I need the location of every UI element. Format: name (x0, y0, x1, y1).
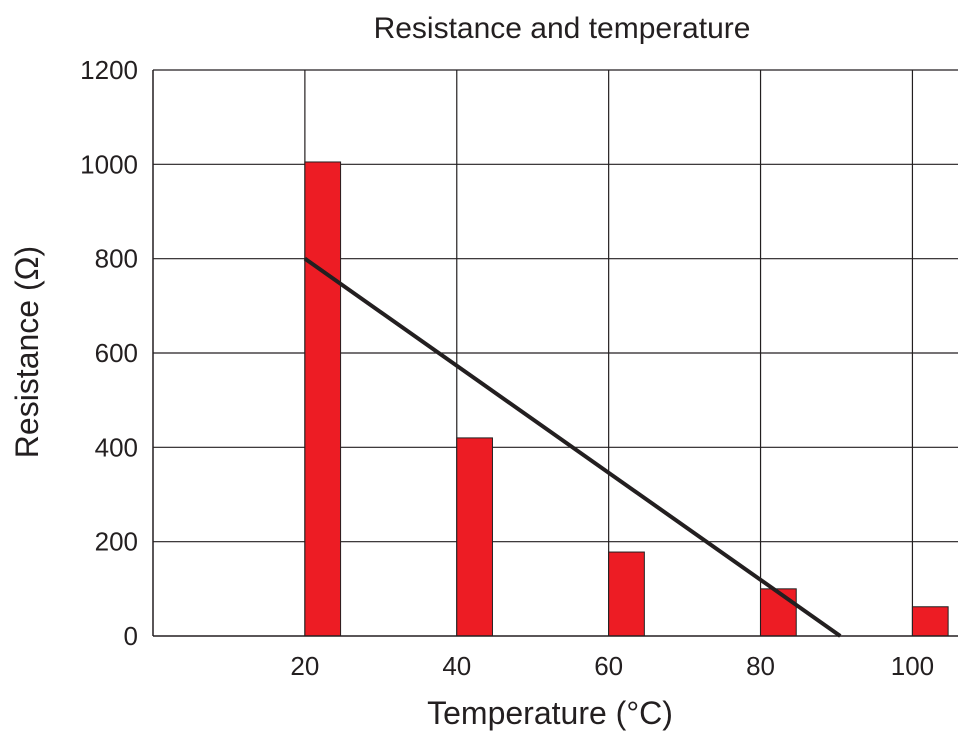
chart-title: Resistance and temperature (374, 12, 751, 45)
bar-100 (911, 606, 949, 637)
y-tick-label: 800 (95, 244, 138, 274)
bar-40 (456, 437, 493, 637)
x-tick-label: 100 (891, 651, 934, 681)
trendline-group (303, 257, 842, 638)
x-tick-label: 40 (442, 651, 471, 681)
y-tick-label: 1000 (80, 149, 138, 179)
y-tick-label: 400 (95, 432, 138, 462)
trendline (303, 257, 842, 638)
bar-20 (304, 161, 342, 637)
bar-series (304, 161, 949, 637)
y-tick-labels: 0 200 400 600 800 1000 1200 (80, 55, 138, 651)
x-tick-label: 80 (746, 651, 775, 681)
y-tick-label: 600 (95, 338, 138, 368)
bar-80 (760, 588, 797, 637)
x-tick-label: 20 (290, 651, 319, 681)
bar-60 (608, 551, 645, 637)
y-tick-label: 0 (124, 621, 138, 651)
grid-lines (153, 69, 958, 636)
y-tick-label: 1200 (80, 55, 138, 85)
axes (152, 70, 958, 637)
x-tick-labels: 20 40 60 80 100 (290, 651, 934, 681)
x-axis-title: Temperature (°C) (427, 695, 673, 731)
y-axis-title: Resistance (Ω) (9, 246, 45, 458)
x-tick-label: 60 (594, 651, 623, 681)
y-tick-label: 200 (95, 527, 138, 557)
